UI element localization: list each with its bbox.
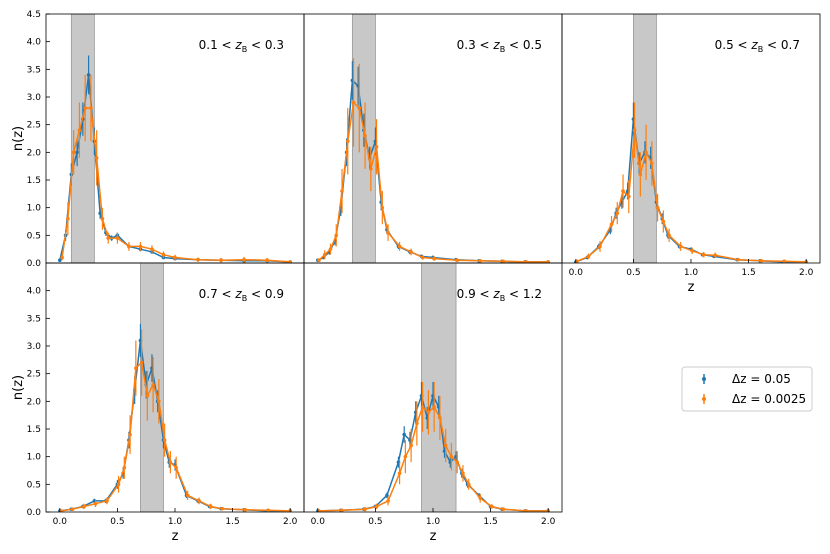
plot-area xyxy=(58,14,292,263)
x-tick-label: 1.0 xyxy=(426,517,441,527)
y-tick-label: 1.5 xyxy=(27,425,41,435)
x-tick-label: 1.5 xyxy=(741,268,755,278)
y-tick-label: 3.0 xyxy=(27,342,42,352)
annotation-part: < 0.3 xyxy=(247,38,284,52)
panel: 0.0 0.5 1.0 1.5 2.0z0.5 < zB < 0.7 xyxy=(561,13,821,295)
y-tick-label: 2.5 xyxy=(27,121,41,131)
x-tick-label: 0.5 xyxy=(110,517,124,527)
y-tick-label: 3.5 xyxy=(27,65,41,75)
x-tick-label: 2.0 xyxy=(799,268,814,278)
y-tick-label: 2.0 xyxy=(27,148,42,158)
y-tick-label: 4.0 xyxy=(27,287,42,297)
annotation: 0.1 < zB < 0.3 xyxy=(199,38,284,54)
series-line xyxy=(60,361,291,512)
plot-area xyxy=(58,263,292,512)
annotation-part: z xyxy=(750,38,758,52)
annotation-part: z xyxy=(492,38,500,52)
plot-area xyxy=(574,14,808,263)
y-tick-label: 3.5 xyxy=(27,314,41,324)
x-axis-label: z xyxy=(688,280,695,295)
plot-area xyxy=(316,14,550,263)
annotation: 0.5 < zB < 0.7 xyxy=(715,38,800,54)
annotation: 0.7 < zB < 0.9 xyxy=(199,287,284,303)
x-tick-label: 1.0 xyxy=(684,268,699,278)
annotation-part: B xyxy=(242,294,248,303)
annotation-part: < 0.7 xyxy=(763,38,800,52)
x-tick-label: 1.5 xyxy=(225,517,239,527)
annotation-part: z xyxy=(234,38,242,52)
x-tick-label: 0.0 xyxy=(569,268,584,278)
y-tick-label: 2.5 xyxy=(27,370,41,380)
y-tick-label: 1.0 xyxy=(27,204,42,214)
y-axis-label: n(z) xyxy=(11,126,26,151)
annotation-part: B xyxy=(500,294,506,303)
series-line xyxy=(61,107,291,263)
annotation-part: B xyxy=(758,45,764,54)
legend-box xyxy=(681,366,813,412)
y-tick-label: 3.0 xyxy=(27,93,42,103)
x-tick-label: 0.0 xyxy=(53,517,68,527)
legend-label: Δz = 0.05 xyxy=(732,372,791,386)
series-line xyxy=(575,119,807,263)
series-line xyxy=(318,100,549,263)
annotation-part: B xyxy=(500,45,506,54)
annotation-part: 0.3 < xyxy=(457,38,494,52)
series-line xyxy=(59,340,291,512)
series-line xyxy=(576,130,807,263)
y-tick-label: 2.0 xyxy=(27,397,42,407)
panel: 0.0 0.5 1.0 1.5 2.0 2.5 3.0 3.5 4.0 0.0 0.5 1.0 1.5 2… xyxy=(11,262,305,544)
annotation-part: z xyxy=(234,287,242,301)
x-tick-label: 2.0 xyxy=(283,517,298,527)
z-range-band xyxy=(421,263,457,512)
x-axis-label: z xyxy=(172,529,179,544)
annotation-part: B xyxy=(242,45,248,54)
annotation-part: 0.9 < xyxy=(457,287,494,301)
panel: 0.3 < zB < 0.5 xyxy=(303,13,563,264)
annotation-part: < 1.2 xyxy=(505,287,542,301)
x-tick-label: 1.5 xyxy=(483,517,497,527)
x-tick-label: 1.0 xyxy=(168,517,183,527)
annotation-part: 0.7 < xyxy=(199,287,236,301)
y-tick-label: 0.5 xyxy=(27,480,41,490)
series-line xyxy=(317,393,549,512)
plot-area xyxy=(316,263,550,512)
x-tick-label: 0.5 xyxy=(368,517,382,527)
annotation-part: 0.5 < xyxy=(715,38,752,52)
z-range-band xyxy=(633,14,657,263)
y-tick-label: 4.0 xyxy=(27,38,42,48)
y-tick-label: 0.0 xyxy=(27,508,42,518)
y-tick-label: 1.0 xyxy=(27,453,42,463)
y-tick-label: 1.5 xyxy=(27,176,41,186)
y-tick-label: 0.0 xyxy=(27,259,42,269)
x-tick-label: 0.0 xyxy=(311,517,326,527)
legend-swatch xyxy=(702,397,706,401)
x-tick-label: 2.0 xyxy=(541,517,556,527)
legend-label: Δz = 0.0025 xyxy=(732,392,806,406)
panel: 0.0 0.5 1.0 1.5 2.0 2.5 3.0 3.5 4.0 4.5 n(z) 0.1 < … xyxy=(11,10,305,269)
legend-swatch xyxy=(702,377,706,381)
annotation-part: z xyxy=(492,287,500,301)
x-axis-label: z xyxy=(430,529,437,544)
annotation: 0.9 < zB < 1.2 xyxy=(457,287,542,303)
panel: 0.0 0.5 1.0 1.5 2.0z0.9 < zB < 1.2Δz = 0.05Δ… xyxy=(303,262,813,544)
annotation-part: < 0.5 xyxy=(505,38,542,52)
y-tick-label: 0.5 xyxy=(27,231,41,241)
y-tick-label: 4.5 xyxy=(27,10,41,20)
annotation-part: 0.1 < xyxy=(199,38,236,52)
x-tick-label: 0.5 xyxy=(626,268,640,278)
annotation: 0.3 < zB < 0.5 xyxy=(457,38,542,54)
y-axis-label: n(z) xyxy=(11,375,26,400)
series-line xyxy=(318,405,549,512)
annotation-part: < 0.9 xyxy=(247,287,284,301)
